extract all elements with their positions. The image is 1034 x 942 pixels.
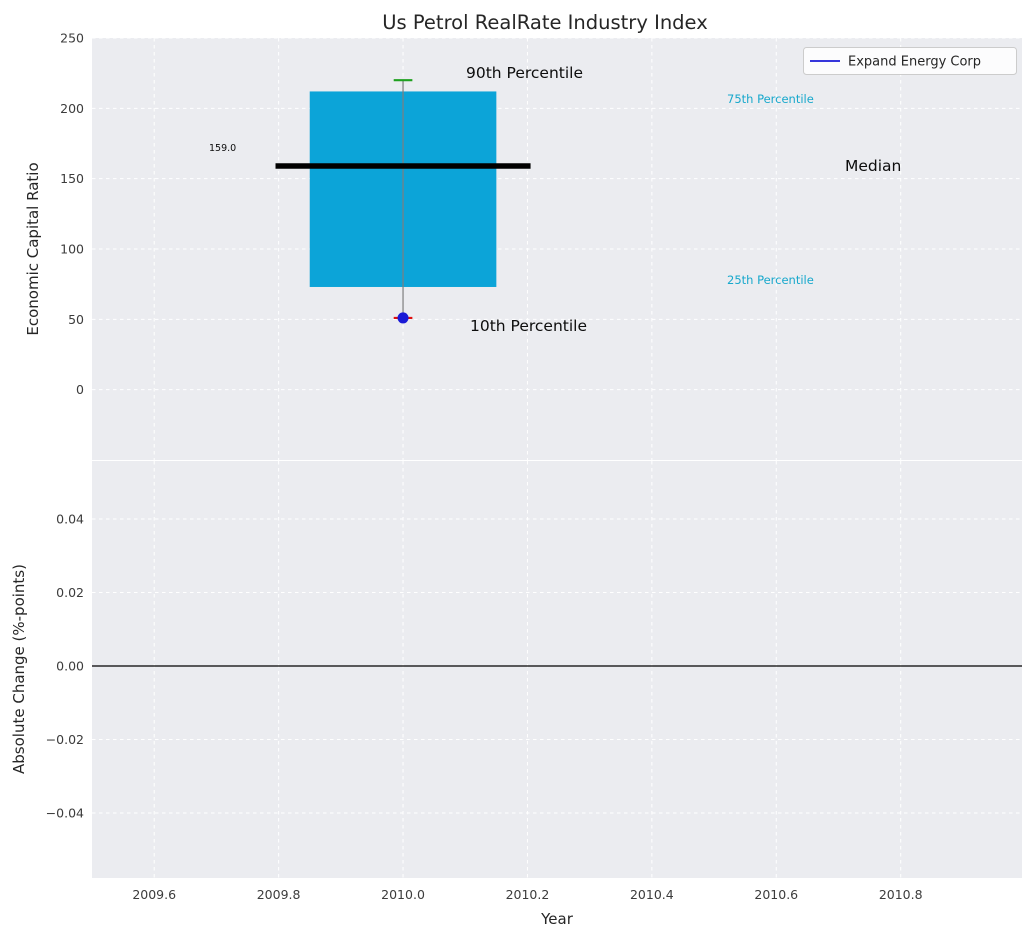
y-tick-label-bottom: 0.04 [56,512,84,527]
x-tick-label: 2010.6 [754,887,798,902]
annotation-25th-percentile: 25th Percentile [727,273,814,287]
y-tick-label-top: 100 [60,242,84,257]
y-tick-label-top: 0 [76,382,84,397]
x-axis-label: Year [540,910,574,928]
y-axis-label-top: Economic Capital Ratio [24,162,42,335]
legend-box [803,47,1017,75]
annotation-10th-percentile: 10th Percentile [470,317,587,335]
y-tick-label-bottom: −0.02 [46,732,84,747]
company-data-point [397,312,409,324]
chart-title: Us Petrol RealRate Industry Index [382,11,708,34]
x-tick-label: 2010.2 [506,887,550,902]
x-tick-label: 2009.6 [132,887,176,902]
y-tick-label-top: 250 [60,31,84,46]
y-tick-label-bottom: −0.04 [46,805,84,820]
legend-label: Expand Energy Corp [848,55,981,70]
annotation-median-value: 159.0 [209,143,236,154]
annotation-75th-percentile: 75th Percentile [727,92,814,106]
legend: Expand Energy Corp [803,47,1017,75]
annotation-median: Median [845,157,901,175]
y-tick-label-top: 200 [60,101,84,116]
x-tick-label: 2010.8 [879,887,923,902]
y-tick-label-bottom: 0.00 [56,659,84,674]
plot-shapes-layer [92,79,1022,667]
y-tick-label-top: 50 [68,312,84,327]
y-tick-label-bottom: 0.02 [56,585,84,600]
y-tick-label-top: 150 [60,171,84,186]
x-tick-label: 2009.8 [257,887,301,902]
axes-background-bottom [92,461,1022,878]
tick-labels-layer: 0 50 100 150 200 250 −0.04 −0.02 0.00 0.02 0.04 200… [46,31,923,903]
annotation-90th-percentile: 90th Percentile [466,64,583,82]
y-axis-label-bottom: Absolute Change (%-points) [10,564,28,774]
x-tick-label: 2010.0 [381,887,425,902]
x-tick-label: 2010.4 [630,887,674,902]
grid-layer [92,37,1022,878]
